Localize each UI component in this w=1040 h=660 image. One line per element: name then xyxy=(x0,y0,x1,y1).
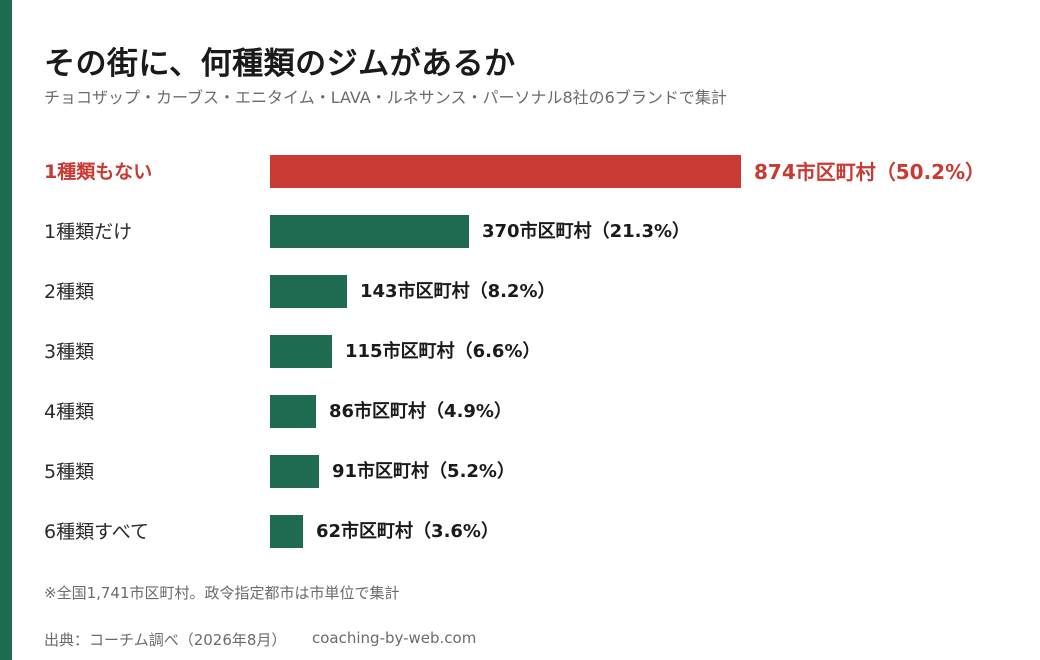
bar xyxy=(270,275,347,308)
value-label: 115市区町村（6.6%） xyxy=(345,341,541,362)
bar xyxy=(270,155,741,188)
value-label: 86市区町村（4.9%） xyxy=(329,401,512,422)
category-label: 6種類すべて xyxy=(44,521,149,543)
bar xyxy=(270,515,303,548)
accent-stripe xyxy=(0,0,12,660)
chart-subtitle: チョコザップ・カーブス・エニタイム・LAVA・ルネサンス・パーソナル8社の6ブラ… xyxy=(44,88,727,107)
bar xyxy=(270,455,319,488)
bar xyxy=(270,395,316,428)
category-label: 1種類だけ xyxy=(44,221,133,243)
category-label: 3種類 xyxy=(44,341,95,363)
category-label: 5種類 xyxy=(44,461,95,483)
value-label: 370市区町村（21.3%） xyxy=(482,221,691,242)
category-label: 2種類 xyxy=(44,281,95,303)
value-label: 874市区町村（50.2%） xyxy=(754,160,986,184)
category-label: 4種類 xyxy=(44,401,95,423)
category-label: 1種類もない xyxy=(44,161,153,183)
bar xyxy=(270,215,469,248)
value-label: 62市区町村（3.6%） xyxy=(316,521,499,542)
source-credit: 出典：コーチム調べ（2026年8月） xyxy=(44,631,287,649)
bar xyxy=(270,335,332,368)
site-url: coaching-by-web.com xyxy=(312,629,477,647)
chart-title: その街に、何種類のジムがあるか xyxy=(44,46,516,82)
value-label: 91市区町村（5.2%） xyxy=(332,461,515,482)
footnote: ※全国1,741市区町村。政令指定都市は市単位で集計 xyxy=(44,584,400,602)
value-label: 143市区町村（8.2%） xyxy=(360,281,556,302)
